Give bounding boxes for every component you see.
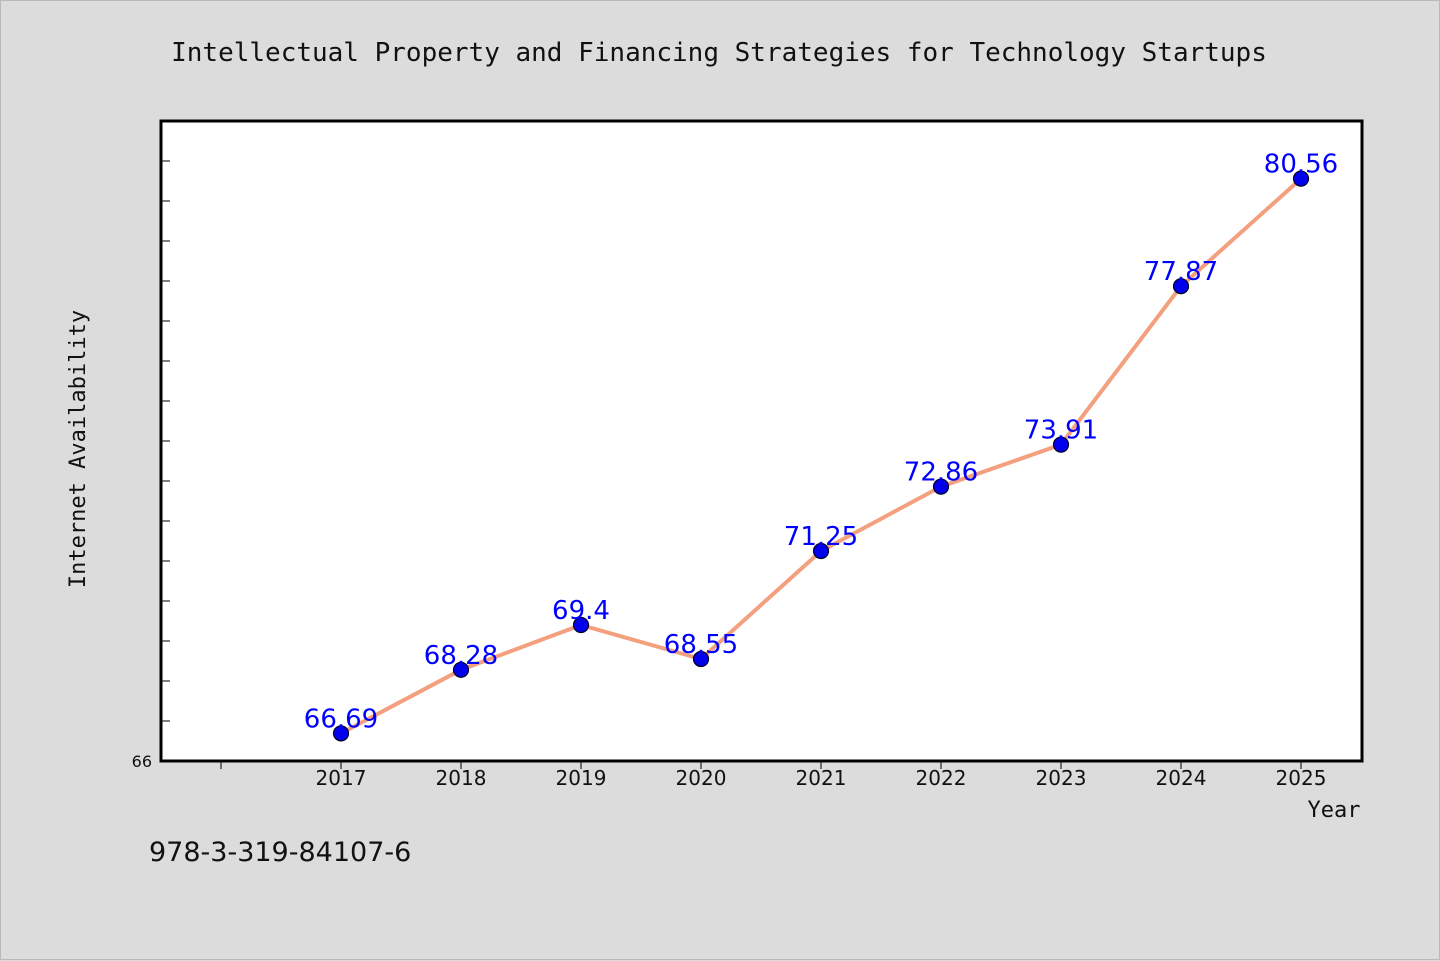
data-label: 68.28 [424,641,498,671]
y-axis-min-label: 66 [132,752,152,771]
data-label: 71.25 [784,522,858,552]
x-tick-label: 2022 [916,766,967,790]
x-tick-label: 2023 [1036,766,1087,790]
x-axis-ticks: 2017 2018 2019 2020 2021 2022 2023 2024 2025 [220,761,1327,790]
data-series: 66.69 68.28 69.4 68.55 71.25 72.86 73.91 77.87 8… [304,150,1338,742]
data-point [572,616,590,634]
data-point [812,542,830,560]
y-axis-title: Internet Availability [66,310,91,588]
data-label: 73.91 [1024,416,1098,446]
data-point [692,650,710,668]
x-tick-label: 2025 [1276,766,1327,790]
data-point [1172,278,1190,295]
x-tick-label: 2024 [1156,766,1207,790]
data-label: 72.86 [904,458,978,488]
y-axis-ticks [160,160,170,722]
data-label: 77.87 [1144,257,1218,287]
data-label: 68.55 [664,630,738,660]
x-tick-label: 2018 [436,766,487,790]
data-label: 80.56 [1264,150,1338,180]
isbn-text: 978-3-319-84107-6 [149,837,412,868]
plot-area [159,119,1364,763]
data-label: 66.69 [304,704,378,734]
data-label: 69.4 [552,596,610,626]
x-tick-label: 2020 [676,766,727,790]
chart-title: Intellectual Property and Financing Stra… [171,38,1267,68]
x-tick-label: 2021 [796,766,847,790]
data-point [932,478,950,495]
data-point [332,725,350,742]
data-point [1292,170,1310,187]
x-tick-label: 2017 [316,766,367,790]
x-tick-label: 2019 [556,766,607,790]
x-axis-title: Year [1308,798,1361,823]
data-point [1052,436,1070,453]
data-point [452,661,470,678]
